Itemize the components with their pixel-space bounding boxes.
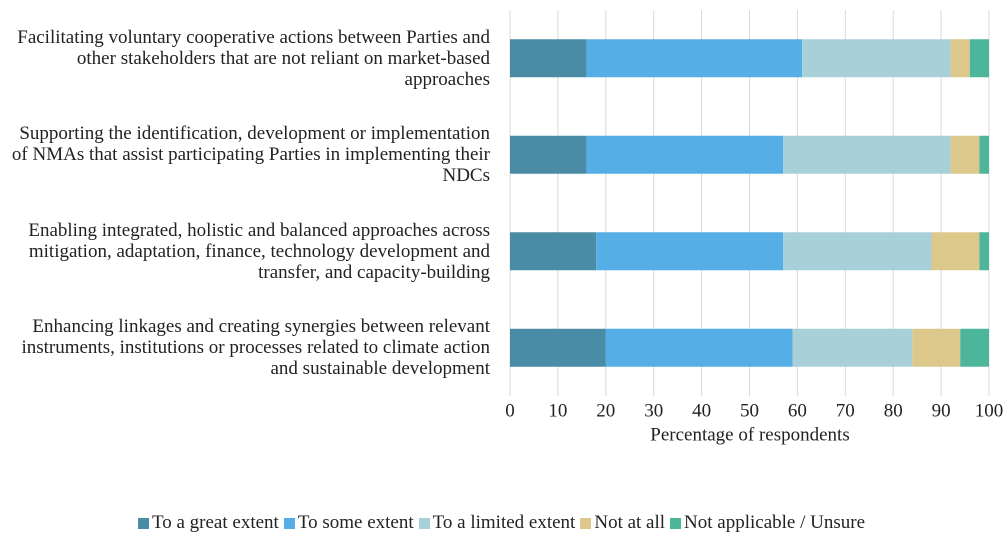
category-label: Supporting the identification, developme… <box>11 123 490 187</box>
bar-segment <box>912 328 961 367</box>
legend-label: To a limited extent <box>432 512 576 533</box>
legend-label: To some extent <box>297 512 414 533</box>
legend-item: To some extent <box>283 512 414 534</box>
legend-label: Not applicable / Unsure <box>684 512 866 533</box>
category-label: Enabling integrated, holistic and balanc… <box>28 219 490 283</box>
bar-segment <box>510 328 606 367</box>
legend-label: Not at all <box>594 512 666 533</box>
x-tick-label: 80 <box>884 400 903 421</box>
legend-item: To a great extent <box>137 512 279 534</box>
x-tick-label: 50 <box>740 400 759 421</box>
bar-segment <box>931 232 980 271</box>
bar-segment <box>802 39 951 78</box>
legend-swatch <box>418 517 430 529</box>
bar-segment <box>969 39 989 78</box>
x-tick-label: 90 <box>932 400 951 421</box>
bar-segment <box>510 232 597 271</box>
x-tick-label: 10 <box>548 400 567 421</box>
legend-swatch <box>283 517 295 529</box>
legend-swatch <box>137 517 149 529</box>
bar-segment <box>605 328 793 367</box>
bar-segment <box>979 232 989 271</box>
bar-segment <box>792 328 913 367</box>
bar-segment <box>979 135 989 174</box>
bar-segment <box>950 39 970 78</box>
bar-segment <box>950 135 980 174</box>
legend-swatch <box>580 517 592 529</box>
x-axis-title: Percentage of respondents <box>650 424 849 445</box>
x-tick-label: 40 <box>692 400 711 421</box>
bar-segment <box>783 135 951 174</box>
bar-segment <box>510 135 587 174</box>
bar-segment <box>586 135 784 174</box>
category-label: Enhancing linkages and creating synergie… <box>21 316 490 380</box>
bar-segment <box>596 232 784 271</box>
legend-item: To a limited extent <box>418 512 576 534</box>
x-tick-label: 30 <box>644 400 663 421</box>
category-label: Facilitating voluntary cooperative actio… <box>17 26 490 90</box>
bar-segment <box>586 39 803 78</box>
x-tick-label: 100 <box>975 400 1004 421</box>
bar-segment <box>510 39 587 78</box>
legend-label: To a great extent <box>151 512 279 533</box>
legend-item: Not at all <box>580 512 665 534</box>
x-tick-label: 70 <box>836 400 855 421</box>
bar-segment <box>960 328 989 367</box>
x-tick-label: 20 <box>596 400 615 421</box>
x-tick-label: 60 <box>788 400 807 421</box>
legend: To a great extent To some extent To a limi… <box>0 512 1008 534</box>
legend-item: Not applicable / Unsure <box>670 512 865 534</box>
legend-swatch <box>670 517 682 529</box>
x-tick-label: 0 <box>505 400 515 421</box>
bar-segment <box>783 232 932 271</box>
